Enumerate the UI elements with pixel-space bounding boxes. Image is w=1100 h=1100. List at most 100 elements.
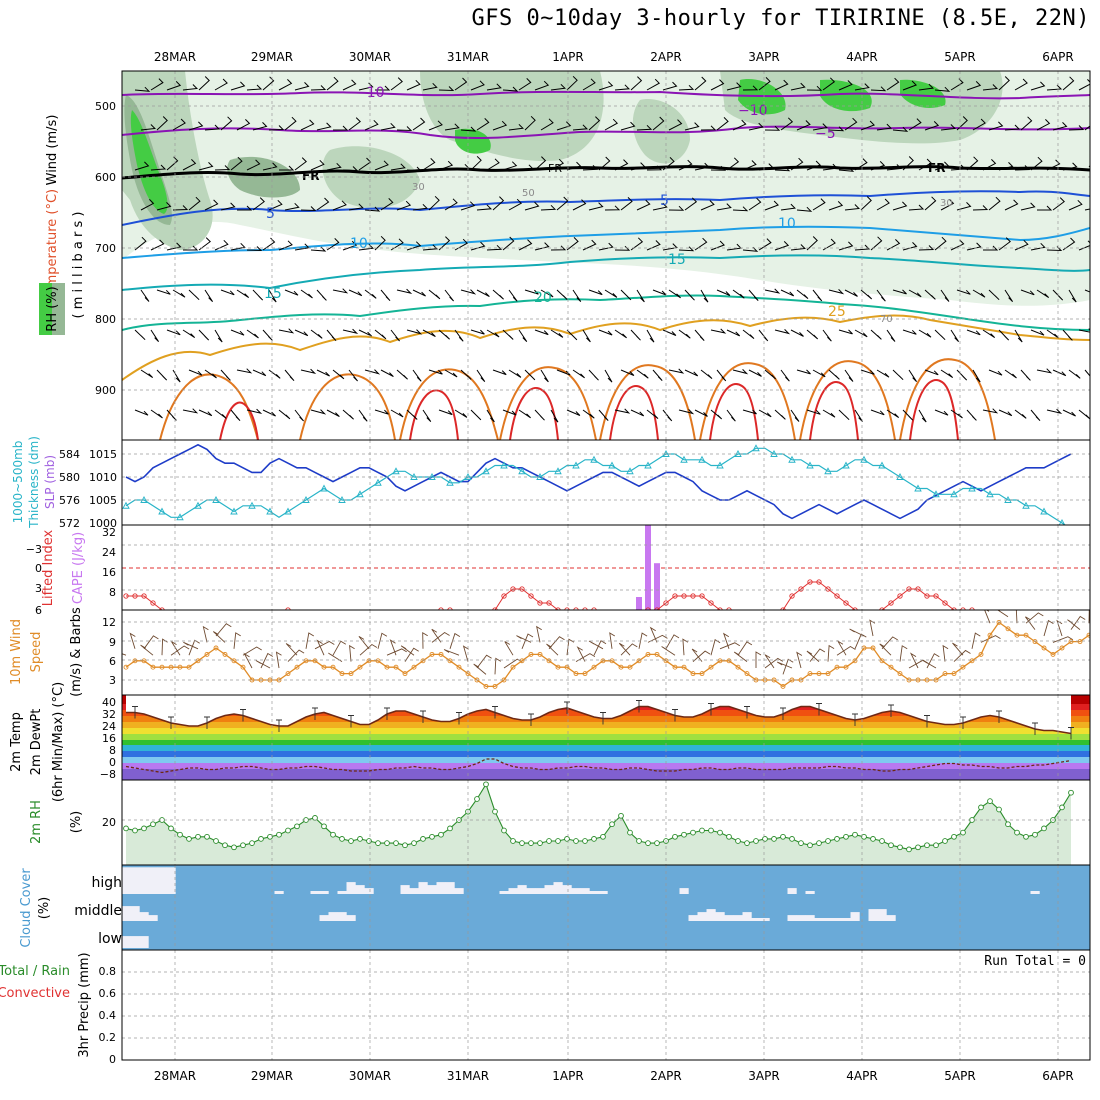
rh2m-marker bbox=[834, 836, 840, 842]
temp-ytick: 8 bbox=[109, 744, 116, 757]
wind-barb bbox=[300, 368, 317, 374]
wind-barb bbox=[662, 329, 677, 336]
wind10m-barb bbox=[431, 628, 442, 643]
wind-barb bbox=[694, 162, 710, 171]
wind-barb bbox=[678, 84, 695, 91]
rh2m-marker bbox=[897, 844, 903, 851]
wind10m-marker bbox=[456, 664, 462, 670]
wind-barb bbox=[684, 122, 700, 131]
wind10m-barb bbox=[431, 631, 450, 643]
lifted-index-marker bbox=[843, 600, 849, 606]
wind-barb bbox=[556, 121, 572, 131]
wind-barb bbox=[348, 117, 361, 131]
cape-tick: 16 bbox=[102, 566, 116, 579]
wind-barb bbox=[556, 289, 568, 300]
wind-barb bbox=[198, 409, 213, 417]
wind-barb bbox=[183, 245, 199, 251]
wind-barb bbox=[140, 124, 156, 131]
wind-barb bbox=[172, 205, 189, 211]
rh2m-panel: 20 2m RH (%) bbox=[29, 781, 1074, 865]
cloud-bar bbox=[130, 906, 140, 921]
wind-barb bbox=[828, 126, 845, 132]
wind-barb bbox=[1046, 159, 1061, 171]
wind-barb bbox=[678, 246, 695, 252]
wind-barb bbox=[572, 369, 585, 379]
wind-barb bbox=[390, 238, 404, 251]
rh2m-marker bbox=[681, 831, 687, 838]
top-date-label: 6APR bbox=[1042, 50, 1073, 64]
contour-35 bbox=[219, 379, 959, 440]
wind-barb bbox=[166, 242, 182, 251]
contour-label: FR bbox=[302, 169, 319, 183]
wind10m-marker bbox=[1014, 632, 1020, 638]
wind-barb bbox=[502, 161, 518, 171]
wind-barb bbox=[582, 78, 596, 91]
thickness-marker bbox=[680, 455, 688, 463]
wind10m-marker bbox=[330, 664, 336, 670]
upper-ytick: 500 bbox=[95, 100, 116, 113]
wind-barb bbox=[582, 164, 599, 171]
wind-barb bbox=[652, 116, 665, 131]
wind-barb bbox=[876, 289, 886, 302]
wind-barb bbox=[774, 409, 786, 420]
precip-ytick: 0.8 bbox=[99, 965, 117, 978]
contour-label: 30 bbox=[940, 198, 953, 209]
wind10m-marker bbox=[1059, 645, 1065, 651]
wind10m-marker bbox=[294, 664, 300, 670]
wind-barb bbox=[726, 157, 740, 171]
wind-barb bbox=[614, 329, 627, 339]
wind-barb bbox=[950, 164, 967, 171]
wind10m-marker bbox=[555, 664, 561, 670]
rh2m-marker bbox=[825, 838, 831, 844]
wind10m-barb bbox=[242, 646, 262, 656]
thickness-marker bbox=[320, 484, 328, 492]
temp-ytick: 0 bbox=[109, 756, 116, 769]
thickness-marker bbox=[284, 507, 292, 515]
cloud-bar bbox=[148, 867, 158, 894]
wind-barb bbox=[876, 198, 890, 211]
wind-barb bbox=[236, 289, 250, 299]
wind-barb bbox=[854, 329, 868, 338]
rh2m-marker bbox=[627, 829, 633, 836]
cloud-bar bbox=[805, 915, 815, 921]
wind-barb bbox=[940, 199, 955, 211]
wind10m-barb bbox=[806, 650, 820, 662]
cloud-ylabels: Cloud Cover (%) bbox=[19, 868, 52, 948]
wind-barb bbox=[918, 329, 932, 338]
wind-barb bbox=[428, 120, 443, 131]
wind-barb bbox=[326, 409, 340, 418]
wind-barb bbox=[333, 125, 349, 131]
wind-barb bbox=[790, 409, 800, 422]
wind-barb bbox=[1078, 79, 1090, 91]
wind10m-barb bbox=[691, 648, 703, 662]
cape-series bbox=[123, 525, 975, 610]
upper-ytick: 800 bbox=[95, 313, 116, 326]
cape-ticks: −3 0 3 6 32 24 16 8 bbox=[26, 526, 116, 617]
temp-minmax-bar bbox=[672, 709, 678, 722]
thickness-marker bbox=[554, 467, 562, 475]
wind10m-barb bbox=[942, 644, 949, 662]
cloud-bar bbox=[571, 888, 581, 894]
rh2m-marker bbox=[654, 840, 660, 846]
rh2m-marker bbox=[168, 825, 174, 832]
wind-barb bbox=[1030, 242, 1046, 251]
wind-barb bbox=[822, 409, 836, 418]
lifted-index-marker bbox=[690, 593, 696, 599]
rh2m-marker bbox=[276, 831, 282, 838]
wind-barb bbox=[902, 156, 914, 171]
wind10m-marker bbox=[366, 658, 372, 664]
wind-barb bbox=[934, 86, 951, 92]
wind-barb bbox=[268, 289, 277, 303]
contour-20 bbox=[122, 294, 1090, 331]
wind-ylabels: 10m Wind Speed (m/s) & Barbs bbox=[9, 607, 84, 697]
wind10m-barb bbox=[140, 644, 154, 656]
cloud-bar bbox=[1030, 891, 1040, 894]
wind10m-marker bbox=[1023, 632, 1029, 638]
wind10m-marker bbox=[888, 664, 894, 670]
wind-barb bbox=[252, 289, 264, 301]
wind10m-marker bbox=[231, 658, 237, 664]
wind-barb bbox=[294, 409, 304, 422]
rh2m-marker bbox=[753, 838, 759, 844]
wind-barb bbox=[716, 369, 727, 382]
wind-barb bbox=[998, 329, 1010, 341]
